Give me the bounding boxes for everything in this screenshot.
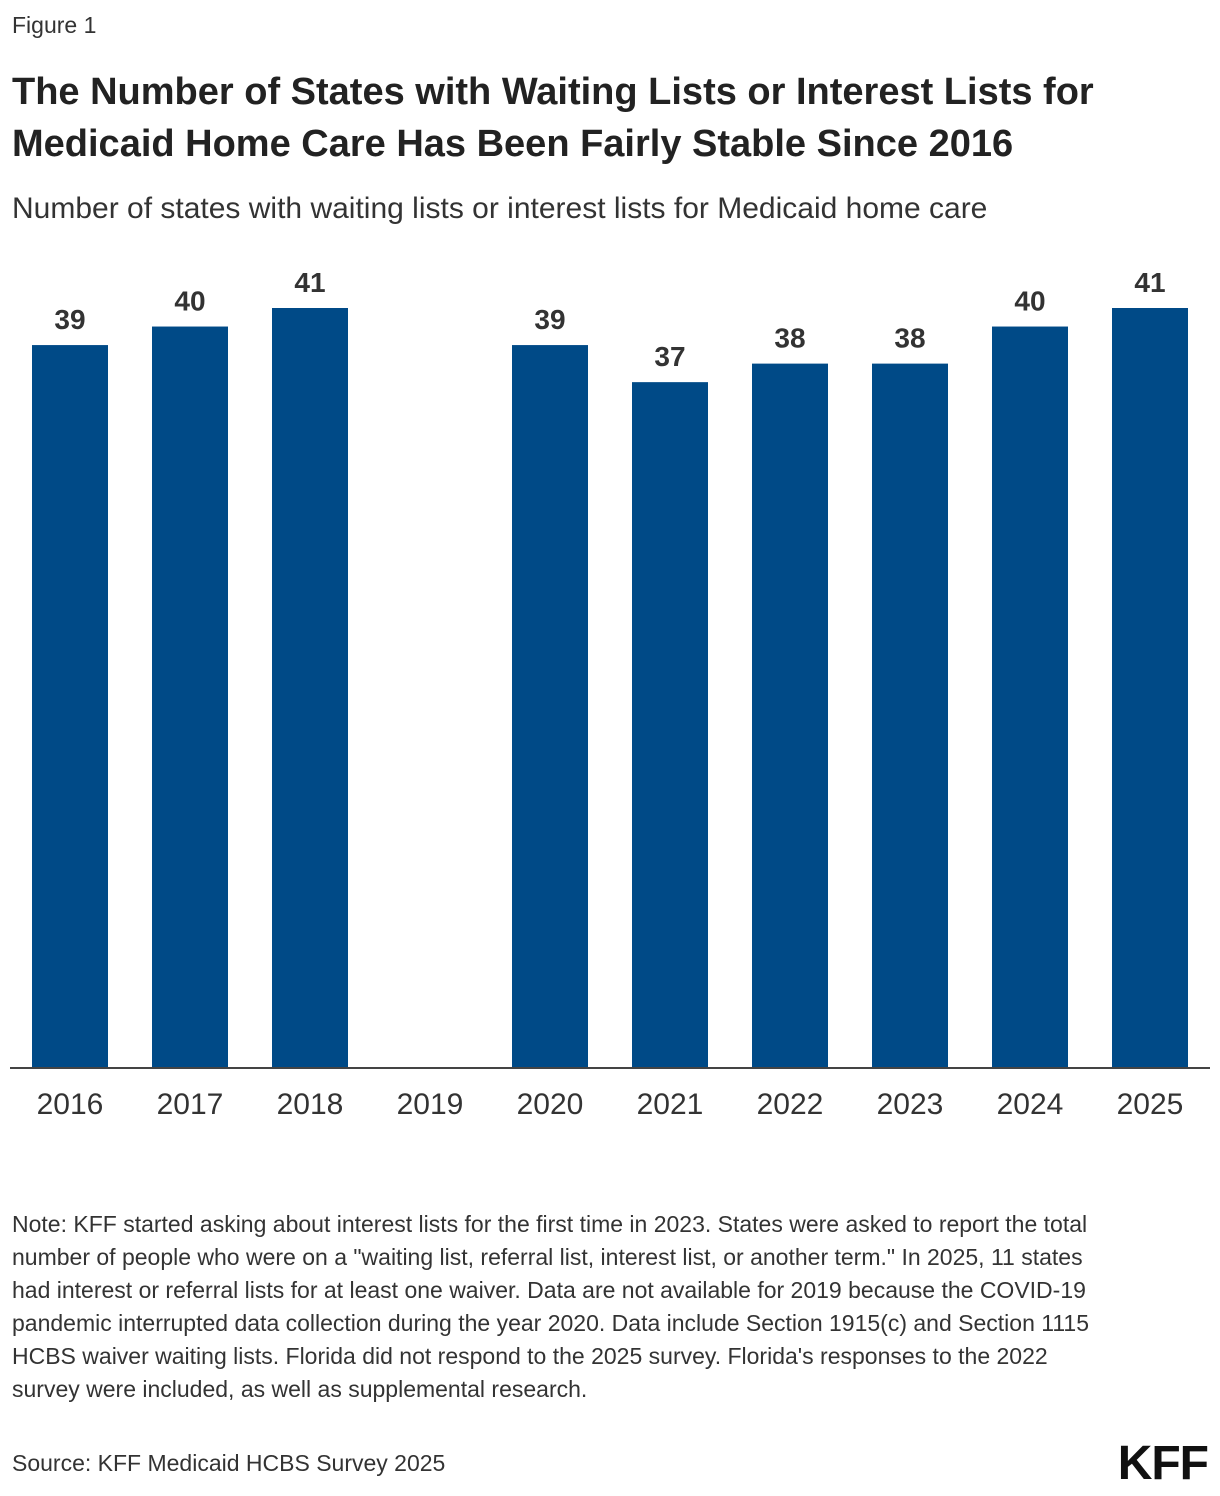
x-tick-label-2025: 2025	[1117, 1088, 1184, 1121]
bar-2020	[512, 345, 588, 1068]
data-label-2017: 40	[174, 286, 205, 317]
bar-2018	[272, 308, 348, 1068]
bar-chart: 39 2016 40 2017 41 2018 2019 39 2020 37 2021 38 2022…	[10, 267, 1210, 1121]
x-tick-label-2023: 2023	[877, 1088, 944, 1121]
bar-2025	[1112, 308, 1188, 1068]
bar-2024	[992, 326, 1068, 1068]
figure-label: Figure 1	[12, 12, 97, 38]
data-label-2020: 39	[534, 304, 565, 335]
data-label-2021: 37	[654, 341, 685, 372]
chart-subtitle: Number of states with waiting lists or i…	[12, 192, 988, 225]
data-label-2018: 41	[294, 267, 325, 298]
x-tick-label-2021: 2021	[637, 1088, 704, 1121]
kff-logo: KFF	[1117, 1437, 1209, 1490]
chart-source: Source: KFF Medicaid HCBS Survey 2025	[12, 1450, 446, 1476]
x-tick-label-2018: 2018	[277, 1088, 344, 1121]
bar-2023	[872, 363, 948, 1068]
x-tick-label-2017: 2017	[157, 1088, 224, 1121]
data-label-2024: 40	[1014, 286, 1045, 317]
bar-2021	[632, 382, 708, 1068]
bar-2016	[32, 345, 108, 1068]
bar-2017	[152, 326, 228, 1068]
data-label-2016: 39	[54, 304, 85, 335]
x-tick-label-2022: 2022	[757, 1088, 824, 1121]
x-tick-label-2024: 2024	[997, 1088, 1064, 1121]
bar-2022	[752, 363, 828, 1068]
data-label-2023: 38	[894, 323, 925, 354]
x-tick-label-2016: 2016	[37, 1088, 104, 1121]
x-tick-label-2019: 2019	[397, 1088, 464, 1121]
data-label-2022: 38	[774, 323, 805, 354]
chart-note: Note: KFF started asking about interest …	[12, 1211, 1090, 1402]
data-label-2025: 41	[1134, 267, 1165, 298]
x-tick-label-2020: 2020	[517, 1088, 584, 1121]
chart-title: The Number of States with Waiting Lists …	[12, 71, 1094, 165]
